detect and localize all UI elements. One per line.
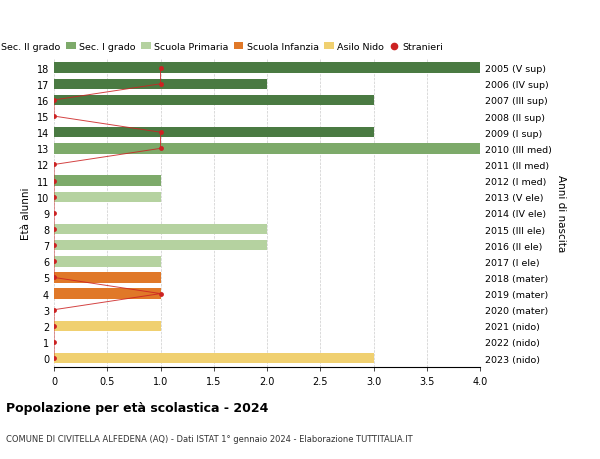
Y-axis label: Anni di nascita: Anni di nascita <box>556 175 566 252</box>
Bar <box>54 321 161 331</box>
Bar <box>54 289 161 299</box>
Bar <box>54 144 480 154</box>
Text: Popolazione per età scolastica - 2024: Popolazione per età scolastica - 2024 <box>6 402 268 414</box>
Bar <box>54 224 267 235</box>
Bar <box>54 63 480 74</box>
Bar <box>54 273 161 283</box>
Bar <box>54 192 161 202</box>
Y-axis label: Età alunni: Età alunni <box>21 187 31 240</box>
Bar <box>54 241 267 251</box>
Bar <box>54 257 161 267</box>
Bar <box>54 176 161 186</box>
Bar <box>54 353 373 364</box>
Legend: Sec. II grado, Sec. I grado, Scuola Primaria, Scuola Infanzia, Asilo Nido, Stran: Sec. II grado, Sec. I grado, Scuola Prim… <box>0 43 443 52</box>
Text: COMUNE DI CIVITELLA ALFEDENA (AQ) - Dati ISTAT 1° gennaio 2024 - Elaborazione TU: COMUNE DI CIVITELLA ALFEDENA (AQ) - Dati… <box>6 434 413 443</box>
Bar <box>54 128 373 138</box>
Bar <box>54 79 267 90</box>
Bar <box>54 95 373 106</box>
